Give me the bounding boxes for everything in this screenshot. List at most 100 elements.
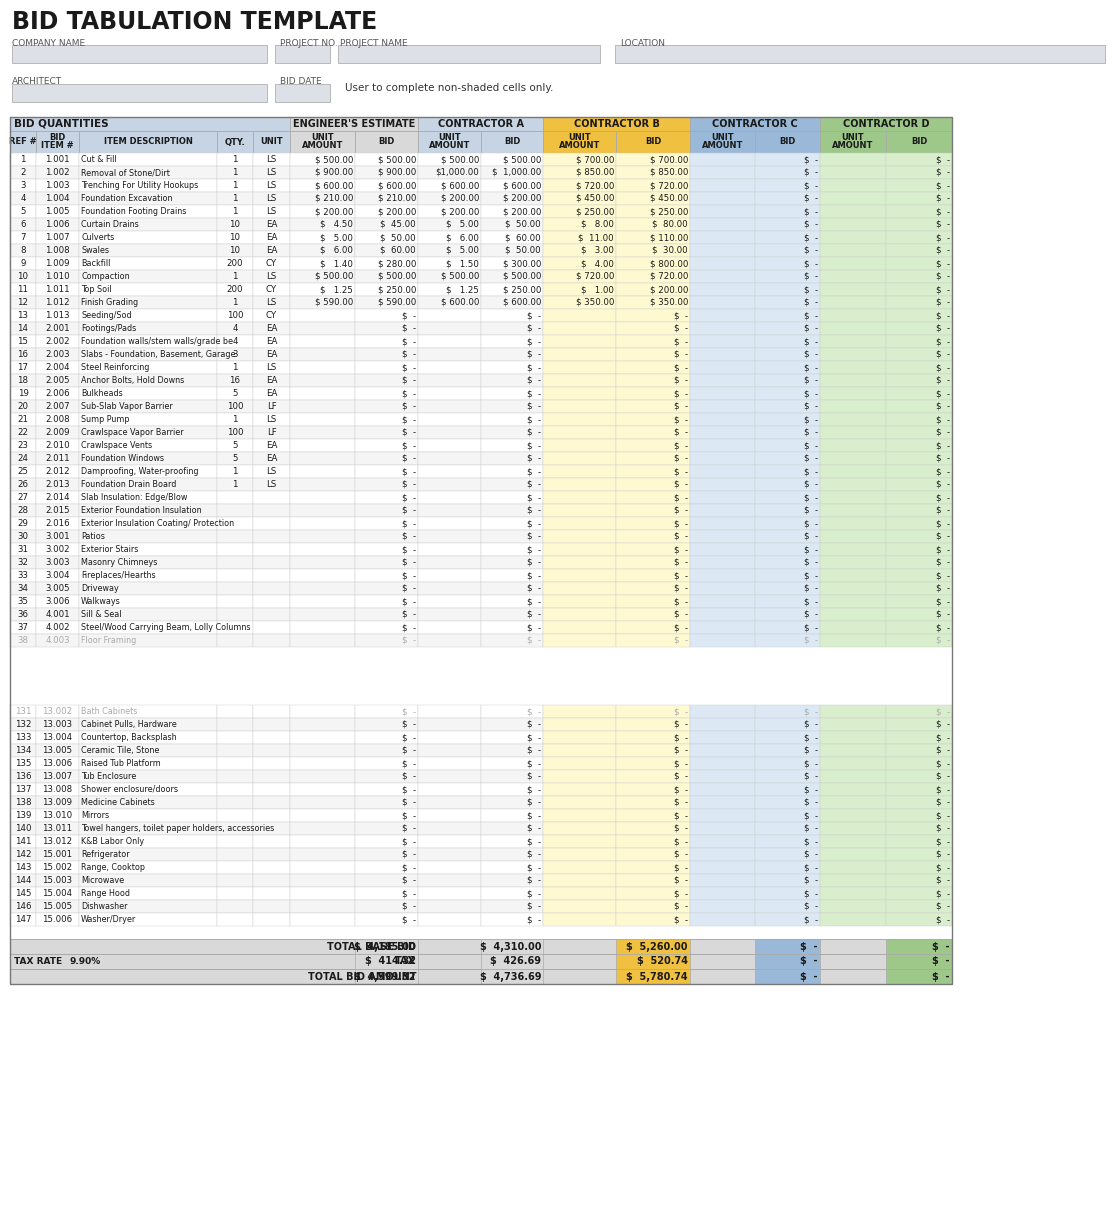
Bar: [253, 387, 290, 400]
Bar: [690, 322, 755, 336]
Bar: [79, 257, 217, 270]
Bar: [418, 131, 481, 152]
Bar: [10, 504, 36, 517]
Text: $  -: $ -: [936, 902, 950, 911]
Text: 13.010: 13.010: [42, 811, 73, 820]
Bar: [755, 322, 819, 336]
Text: $  -: $ -: [674, 623, 688, 632]
Bar: [418, 731, 481, 744]
Bar: [356, 969, 418, 985]
Text: Range Hood: Range Hood: [80, 889, 130, 898]
Text: $  -: $ -: [804, 403, 818, 411]
Bar: [10, 731, 36, 744]
Bar: [79, 608, 217, 621]
Bar: [356, 283, 418, 296]
Text: Countertop, Backsplash: Countertop, Backsplash: [80, 733, 177, 742]
Bar: [755, 451, 819, 465]
Bar: [10, 400, 36, 414]
Bar: [217, 270, 253, 283]
Bar: [543, 400, 616, 414]
Bar: [36, 400, 79, 414]
Text: ITEM DESCRIPTION: ITEM DESCRIPTION: [104, 138, 192, 146]
Bar: [79, 131, 217, 152]
Bar: [36, 166, 79, 179]
Text: $  -: $ -: [527, 311, 541, 320]
Text: Slabs - Foundation, Basement, Garage: Slabs - Foundation, Basement, Garage: [80, 350, 236, 359]
Text: $  -: $ -: [674, 376, 688, 386]
Bar: [290, 387, 356, 400]
Text: $  -: $ -: [401, 337, 416, 346]
Text: $ 200.00: $ 200.00: [503, 207, 541, 216]
Bar: [755, 556, 819, 569]
Bar: [819, 756, 885, 770]
Text: EA: EA: [266, 454, 277, 464]
Text: $  -: $ -: [936, 389, 950, 398]
Bar: [481, 152, 543, 166]
Text: $  -: $ -: [527, 325, 541, 333]
Text: $  -: $ -: [936, 772, 950, 781]
Text: $  -: $ -: [674, 440, 688, 450]
Text: 10: 10: [229, 246, 240, 255]
Bar: [819, 517, 885, 529]
Bar: [79, 478, 217, 490]
Text: 2.004: 2.004: [45, 364, 69, 372]
Text: 200: 200: [227, 285, 244, 294]
Bar: [253, 517, 290, 529]
Bar: [418, 218, 481, 231]
Text: 1.001: 1.001: [45, 155, 69, 163]
Bar: [79, 595, 217, 608]
Text: $   1.25: $ 1.25: [320, 285, 353, 294]
Bar: [819, 809, 885, 822]
Bar: [79, 348, 217, 361]
Bar: [356, 834, 418, 848]
Bar: [481, 900, 543, 913]
Text: $  -: $ -: [936, 403, 950, 411]
Text: Refrigerator: Refrigerator: [80, 850, 130, 859]
Bar: [10, 336, 36, 348]
Bar: [290, 608, 356, 621]
Bar: [253, 900, 290, 913]
Text: LS: LS: [266, 168, 276, 177]
Bar: [690, 192, 755, 205]
Text: $  -: $ -: [936, 584, 950, 593]
Bar: [253, 608, 290, 621]
Text: $  50.00: $ 50.00: [505, 246, 541, 255]
Bar: [481, 621, 543, 634]
Bar: [217, 517, 253, 529]
Bar: [690, 218, 755, 231]
Bar: [755, 504, 819, 517]
Bar: [690, 439, 755, 451]
Bar: [36, 336, 79, 348]
Bar: [690, 309, 755, 322]
Bar: [690, 543, 755, 556]
Text: $  -: $ -: [401, 454, 416, 464]
Bar: [290, 582, 356, 595]
Bar: [418, 375, 481, 387]
Text: $  -: $ -: [936, 837, 950, 845]
Bar: [217, 621, 253, 634]
Text: PROJECT NO.: PROJECT NO.: [280, 39, 338, 48]
Text: 13.007: 13.007: [42, 772, 73, 781]
Text: Mirrors: Mirrors: [80, 811, 110, 820]
Bar: [481, 719, 543, 731]
Bar: [356, 705, 418, 719]
Text: 132: 132: [15, 720, 31, 730]
Text: $  -: $ -: [527, 558, 541, 567]
Bar: [819, 543, 885, 556]
Bar: [690, 719, 755, 731]
Text: LS: LS: [266, 207, 276, 216]
Bar: [290, 529, 356, 543]
Bar: [819, 414, 885, 426]
Text: 1.011: 1.011: [45, 285, 69, 294]
Bar: [418, 451, 481, 465]
Text: 5: 5: [20, 207, 26, 216]
Bar: [543, 490, 616, 504]
Bar: [819, 322, 885, 336]
Text: 9.90%: 9.90%: [70, 956, 102, 966]
Bar: [217, 608, 253, 621]
Bar: [217, 478, 253, 490]
Text: $ 500.00: $ 500.00: [503, 155, 541, 163]
Text: 135: 135: [15, 759, 31, 769]
Text: $ 300.00: $ 300.00: [503, 259, 541, 268]
Bar: [418, 270, 481, 283]
